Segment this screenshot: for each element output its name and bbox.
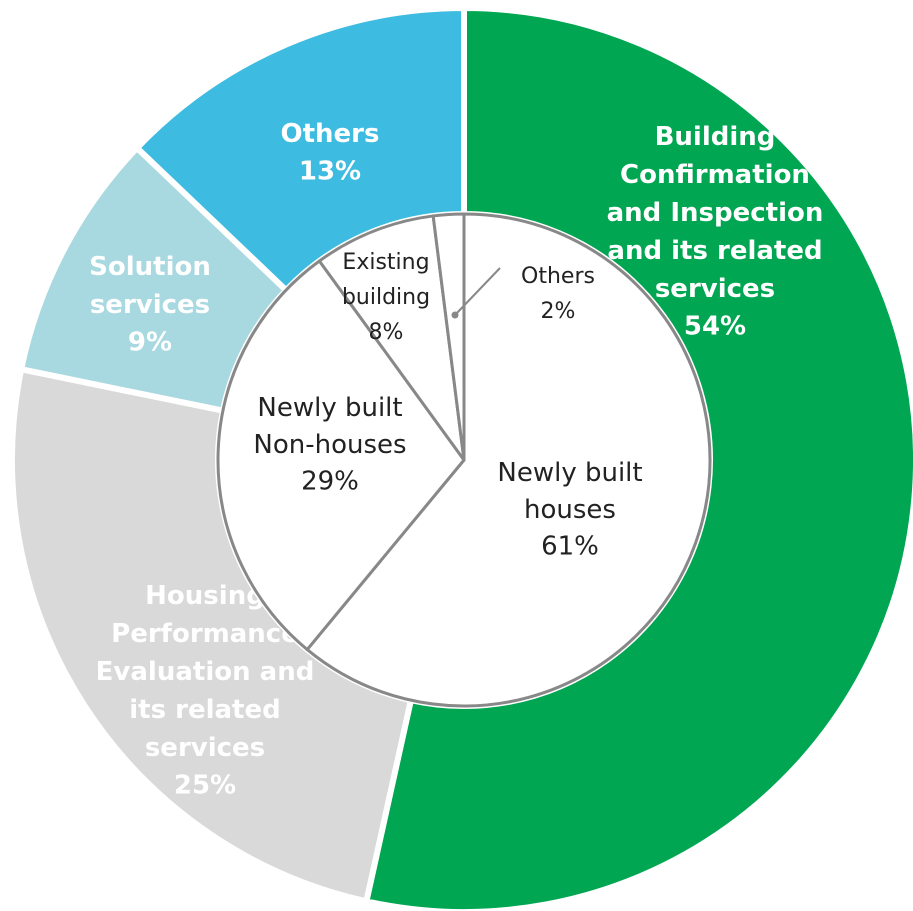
- slice-label: Newly built houses: [497, 458, 642, 525]
- slice-label-line: its related: [129, 695, 280, 725]
- slice-label: Others: [281, 119, 380, 149]
- slice-label-line: Housing: [145, 581, 265, 611]
- slice-label-line: Performance: [111, 619, 299, 649]
- slice-label-line: building: [342, 285, 430, 310]
- slice-label-line: and its related: [607, 236, 822, 266]
- slice-value-label: 13%: [299, 157, 361, 187]
- slice-label-line: Evaluation and: [96, 657, 315, 687]
- slice-label-line: Existing: [342, 250, 429, 275]
- pie-slice: [216, 259, 466, 652]
- slice-value-label: 8%: [369, 320, 404, 345]
- slice-label-line: and Inspection: [607, 198, 824, 228]
- leader-line: [454, 267, 501, 316]
- slice-label-line: houses: [524, 495, 616, 525]
- slice-label-line: services: [145, 733, 265, 763]
- leader-dot: [451, 311, 459, 319]
- slice-value-label: 54%: [684, 312, 746, 342]
- slice-label-line: Others: [521, 264, 595, 289]
- slice-label-line: Newly built: [257, 393, 402, 423]
- slice-label: Newly built Non-houses: [253, 393, 406, 460]
- slice-value-label: 2%: [541, 299, 576, 324]
- slice-label-line: services: [655, 274, 775, 304]
- pie-slice: [305, 212, 712, 708]
- slice-label: Housing Performance Evaluation and its rela…: [96, 581, 315, 763]
- slice-label-line: Confirmation: [620, 160, 810, 190]
- slice-label: Building Confirmation and Inspection and it…: [607, 122, 824, 304]
- slice-label: Solution services: [89, 252, 211, 320]
- pie-slice: [431, 212, 466, 462]
- slice-label-line: services: [90, 290, 210, 320]
- slice-label-line: Building: [655, 122, 776, 152]
- slice-label-line: Newly built: [497, 458, 642, 488]
- slice-label-line: Solution: [89, 252, 211, 282]
- slice-label-line: Others: [281, 119, 380, 149]
- slice-label: Existing building: [342, 250, 430, 310]
- slice-value-label: 61%: [541, 532, 599, 562]
- pie-slice: [317, 214, 466, 462]
- slice-label-line: Non-houses: [253, 430, 406, 460]
- slice-value-label: 29%: [301, 467, 359, 497]
- slice-value-label: 9%: [128, 328, 172, 358]
- slice-value-label: 25%: [174, 771, 236, 801]
- slice-label: Others: [521, 264, 595, 289]
